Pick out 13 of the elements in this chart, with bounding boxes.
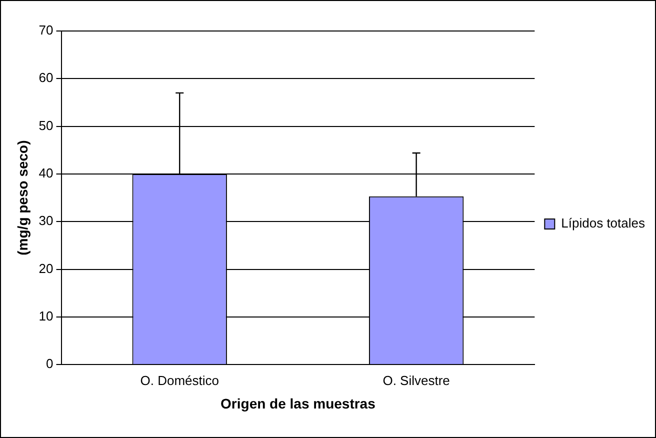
y-tick-label: 60 [38,70,54,86]
x-axis-title: Origen de las muestras [220,395,376,412]
y-axis-title: (mg/g peso seco) [14,140,30,256]
y-tick-label: 50 [38,118,54,133]
y-tick-label: 40 [38,166,54,181]
y-tick-label: 20 [38,260,54,276]
x-tick-label: O. Silvestre [382,372,450,388]
y-tick-label: 0 [46,356,54,372]
y-tick-label: 30 [38,213,54,228]
y-tick-label: 70 [38,22,54,38]
y-tick-label: 10 [38,308,54,324]
x-tick-label: O. Doméstico [140,372,219,388]
legend-label: Lípidos totales [561,216,646,231]
